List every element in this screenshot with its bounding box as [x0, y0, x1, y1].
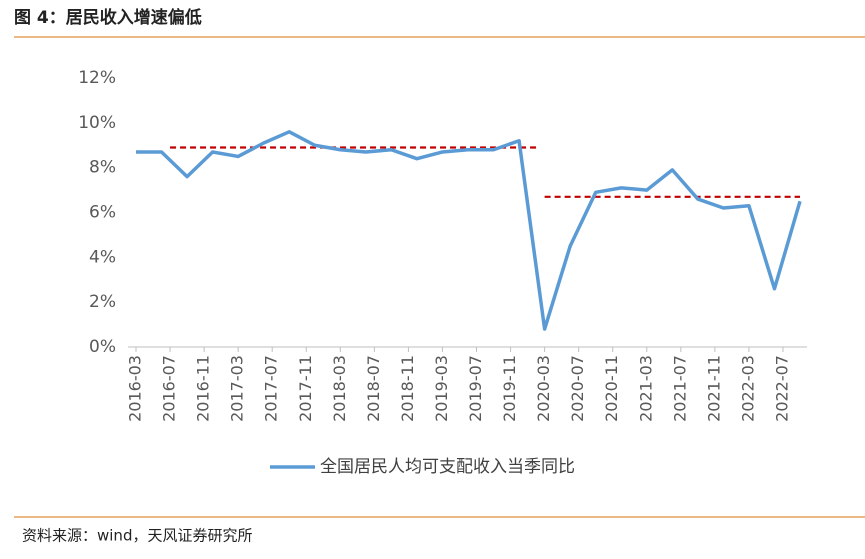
- x-tick-label: 2022-03: [738, 355, 757, 422]
- x-tick-label: 2020-07: [568, 355, 587, 422]
- x-tick-label: 2017-07: [262, 355, 281, 422]
- source-note: 资料来源：wind，天风证券研究所: [22, 527, 252, 545]
- x-tick-label: 2016-11: [194, 355, 213, 422]
- data-line: [136, 130, 802, 331]
- legend-label: 全国居民人均可支配收入当季同比: [320, 457, 575, 477]
- x-tick-label: 2020-11: [602, 355, 621, 422]
- x-tick-label: 2018-03: [330, 355, 349, 422]
- x-tick-label: 2017-03: [228, 355, 247, 422]
- x-tick-label: 2019-11: [500, 355, 519, 422]
- y-tick-label: 8%: [89, 158, 116, 178]
- x-tick-label: 2016-07: [160, 355, 179, 422]
- x-tick-label: 2021-03: [636, 355, 655, 422]
- x-tick-label: 2018-07: [364, 355, 383, 422]
- x-tick-label: 2017-11: [296, 355, 315, 422]
- y-tick-label: 2%: [89, 292, 116, 312]
- y-tick-label: 4%: [89, 247, 116, 267]
- x-tick-label: 2019-03: [432, 355, 451, 422]
- y-tick-label: 0%: [89, 337, 116, 357]
- chart-title: 图 4：居民收入增速偏低: [14, 7, 202, 28]
- x-tick-label: 2020-03: [534, 355, 553, 422]
- y-tick-label: 10%: [78, 113, 116, 133]
- x-tick-label: 2016-03: [126, 355, 145, 422]
- y-tick-label: 12%: [78, 68, 116, 88]
- x-tick-label: 2021-07: [670, 355, 689, 422]
- x-tick-label: 2022-07: [772, 355, 791, 422]
- x-tick-label: 2018-11: [398, 355, 417, 422]
- y-tick-label: 6%: [89, 203, 116, 223]
- x-tick-label: 2019-07: [466, 355, 485, 422]
- x-tick-label: 2021-11: [704, 355, 723, 422]
